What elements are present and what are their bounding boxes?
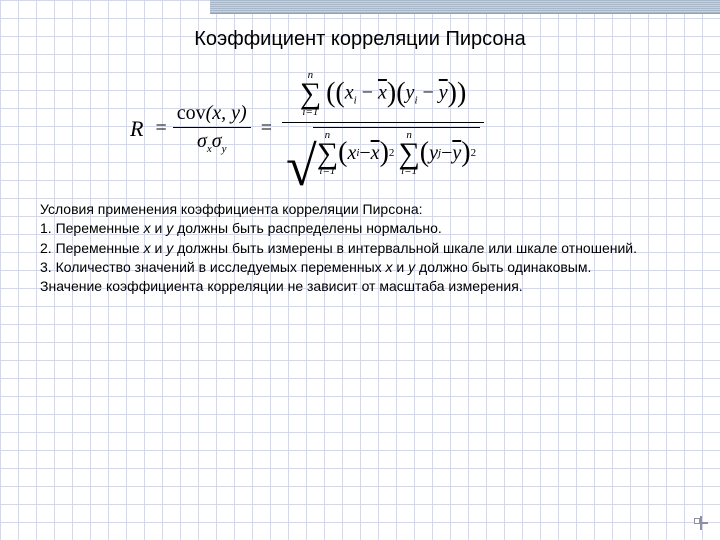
- sigma-y: σ: [212, 130, 222, 152]
- conditions-block: Условия применения коэффициента корреляц…: [40, 200, 680, 297]
- dy-ybar: y: [452, 142, 461, 165]
- cond3-c: должно быть одинаковым.: [415, 259, 591, 275]
- pearson-formula: R = cov(x, y) σxσy = n ∑ i=1 ((xi − x)(y…: [130, 70, 590, 187]
- frac-cov-sigma: cov(x, y) σxσy: [173, 102, 251, 155]
- sigma-x: σ: [197, 130, 207, 152]
- paren-mid1: ): [387, 77, 396, 108]
- cond-line-1: 1. Переменные х и у должны быть распреде…: [40, 219, 680, 238]
- cond1-x: х: [144, 220, 151, 236]
- cond-line-4: Значение коэффициента корреляции не зави…: [40, 277, 680, 296]
- cond1-a: 1. Переменные: [40, 220, 144, 236]
- dy-yj: y: [429, 142, 438, 165]
- sum-lower: i=1: [300, 107, 321, 118]
- cond-line-2: 2. Переменные х и у должны быть измерены…: [40, 239, 680, 258]
- num-xi: x: [345, 81, 354, 103]
- cov-args: (x, y): [206, 102, 247, 124]
- paren-close-dbl: )): [448, 77, 467, 108]
- dx-sq: 2: [389, 147, 395, 159]
- dx-xbar: x: [371, 142, 380, 165]
- cond-line-3: 3. Количество значений в исследуемых пер…: [40, 258, 680, 277]
- dy-sq: 2: [471, 147, 477, 159]
- cond-heading: Условия применения коэффициента корреляц…: [40, 200, 680, 219]
- sigma-y-sub: y: [222, 143, 227, 155]
- sum-den-x: n ∑ i=1: [317, 130, 338, 178]
- cond2-b: и: [151, 240, 167, 256]
- cov-label: cov: [177, 102, 206, 124]
- cond2-c: должны быть измерены в интервальной шкал…: [173, 240, 637, 256]
- num-minus1: −: [362, 81, 373, 103]
- dy-close: ): [461, 145, 470, 162]
- frac-main: n ∑ i=1 ((xi − x)(yi − y)) √ n ∑: [282, 70, 484, 187]
- sum-lower-dy: i=1: [398, 166, 419, 177]
- page-title: Коэффициент корреляции Пирсона: [0, 28, 720, 51]
- num-ybar: y: [439, 81, 448, 103]
- num-xbar: x: [378, 81, 387, 103]
- sum-lower-dx: i=1: [317, 166, 338, 177]
- dy-open: (: [420, 145, 429, 162]
- sum-den-y: n ∑ i=1: [398, 130, 419, 178]
- sum-symbol-icon: ∑: [300, 81, 321, 107]
- sum-numerator: n ∑ i=1: [300, 70, 321, 118]
- cond1-b: и: [151, 220, 167, 236]
- sum-symbol-dy-icon: ∑: [398, 141, 419, 167]
- cond3-b: и: [393, 259, 409, 275]
- cond2-x: х: [144, 240, 151, 256]
- dx-minus: −: [359, 142, 370, 165]
- num-xi-sub: i: [354, 94, 357, 106]
- dx-xi: x: [347, 142, 356, 165]
- sqrt-icon: √: [286, 153, 317, 181]
- num-yi-sub: i: [414, 94, 417, 106]
- cond2-a: 2. Переменные: [40, 240, 144, 256]
- formula-eq2: =: [261, 117, 272, 140]
- corner-decor-icon: [694, 516, 708, 530]
- paren-mid2: (: [396, 77, 405, 108]
- cond3-x: х: [386, 259, 393, 275]
- dy-minus: −: [441, 142, 452, 165]
- num-minus2: −: [423, 81, 434, 103]
- formula-eq1: =: [155, 117, 166, 140]
- cond3-a: 3. Количество значений в исследуемых пер…: [40, 259, 386, 275]
- formula-R: R: [130, 116, 143, 142]
- sqrt-block: √ n ∑ i=1 (xi − x)2 n ∑ i=1: [286, 127, 480, 178]
- cond1-c: должны быть распределены нормально.: [173, 220, 442, 236]
- dx-close: ): [380, 145, 389, 162]
- decorative-top-bar: [210, 0, 720, 14]
- sum-symbol-dx-icon: ∑: [317, 141, 338, 167]
- paren-open-dbl: ((: [326, 77, 345, 108]
